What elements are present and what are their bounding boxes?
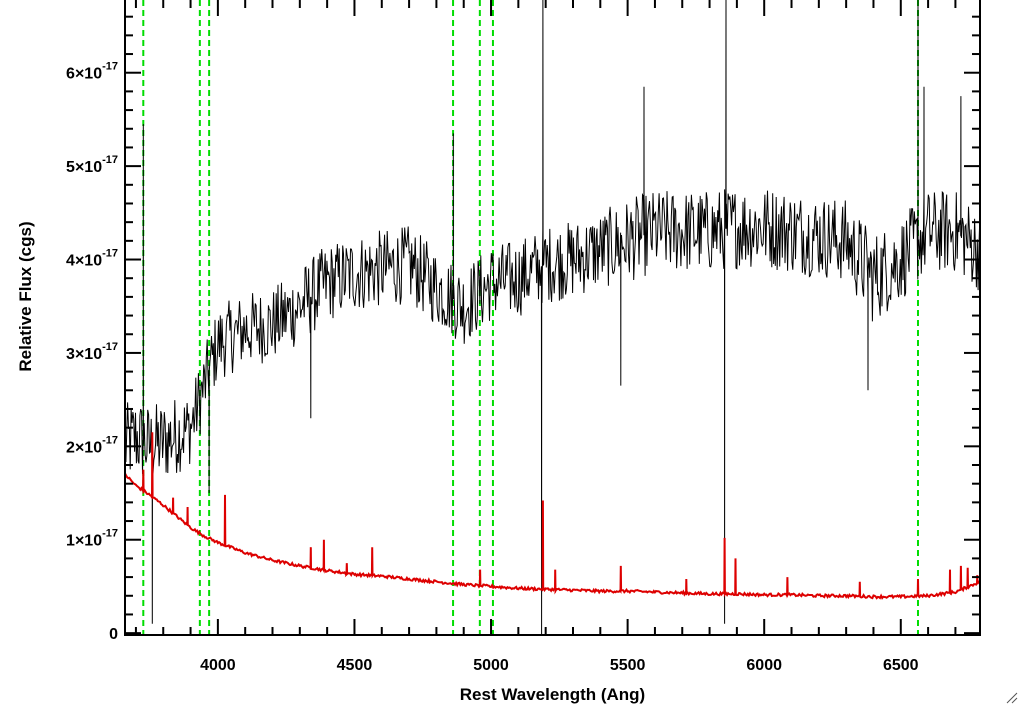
x-axis-title: Rest Wavelength (Ang) [460,685,645,704]
x-tick-label: 5500 [610,657,646,674]
plot-frame [124,0,981,636]
model-spectrum-line [125,432,980,600]
y-axis-title: Relative Flux (cgs) [16,221,35,371]
x-tick-label: 6500 [883,657,919,674]
y-tick-label: 2×10-17 [66,434,118,456]
y-tick-mantissa: 1×10 [66,533,102,550]
x-tick-labels: 4000 4500 5000 5500 6000 6500 [200,657,919,674]
y-tick-label: 6×10-17 [66,61,118,83]
y-tick-mantissa: 3×10 [66,346,102,363]
axis-ticks [125,0,980,635]
y-tick-exponent: -17 [102,61,118,73]
x-tick-label: 4000 [200,657,236,674]
y-tick-label: 0 [109,626,118,643]
y-tick-exponent: -17 [102,154,118,166]
x-tick-label: 6000 [746,657,782,674]
series-layer [125,0,980,635]
y-tick-label: 1×10-17 [66,528,118,550]
x-tick-label: 4500 [337,657,373,674]
y-tick-labels: 01×10-172×10-173×10-174×10-175×10-176×10… [66,61,118,643]
y-tick-label: 4×10-17 [66,248,118,270]
y-tick-label: 3×10-17 [66,341,118,363]
y-tick-mantissa: 4×10 [66,253,102,270]
y-tick-label: 5×10-17 [66,154,118,176]
y-tick-exponent: -17 [102,528,118,540]
y-tick-exponent: -17 [102,434,118,446]
y-tick-mantissa: 0 [109,626,118,643]
x-tick-label: 5000 [473,657,509,674]
y-tick-mantissa: 2×10 [66,439,102,456]
y-tick-mantissa: 5×10 [66,159,102,176]
y-tick-exponent: -17 [102,248,118,260]
observed-spectrum-line [125,0,980,635]
resize-grip-icon[interactable] [1006,692,1018,704]
y-tick-exponent: -17 [102,341,118,353]
y-tick-mantissa: 6×10 [66,66,102,83]
reference-lines [142,0,919,635]
